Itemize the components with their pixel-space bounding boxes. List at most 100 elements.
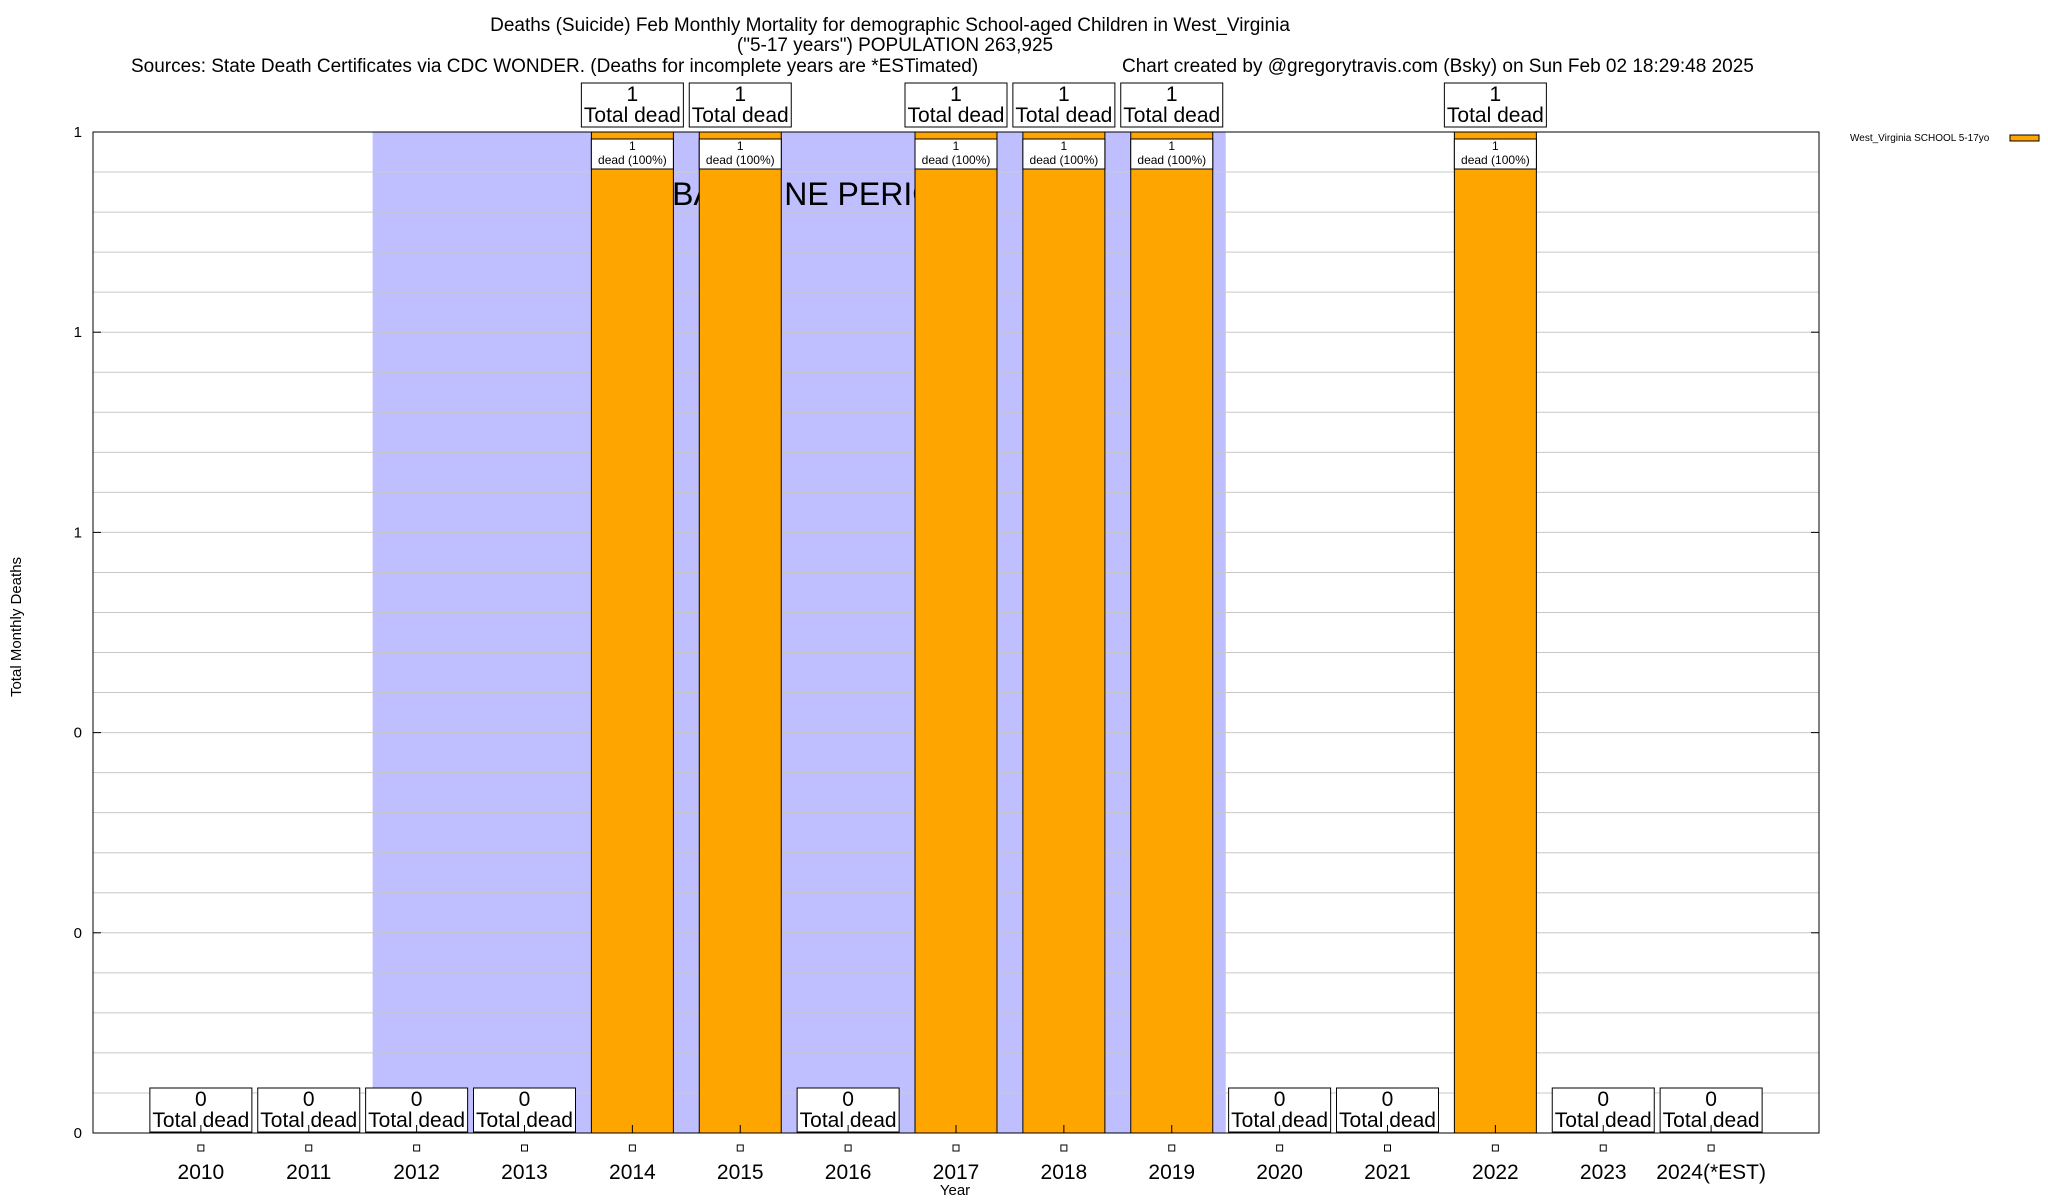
label-box <box>1130 138 1214 170</box>
x-marker <box>197 1144 205 1152</box>
y-tick-label: 0 <box>74 1125 82 1142</box>
x-marker <box>1384 1144 1391 1152</box>
label-text: 1 <box>627 83 639 106</box>
bar <box>1022 131 1106 1134</box>
label-box <box>1228 1087 1332 1133</box>
label-text: 0 <box>1274 1088 1286 1111</box>
label-text: Total dead <box>1015 104 1112 127</box>
label-text: Total dead <box>1123 104 1220 127</box>
bar <box>914 131 998 1134</box>
label-box <box>1551 1087 1655 1133</box>
x-tick-label: 2010 <box>178 1161 225 1184</box>
y-tick-label: 0 <box>74 725 82 742</box>
bar <box>1453 131 1537 1134</box>
label-text: 1 <box>1061 139 1068 153</box>
label-text: 1 <box>1492 139 1499 153</box>
label-text: dead (100%) <box>1030 153 1099 167</box>
x-marker <box>1276 1144 1284 1152</box>
label-text: dead (100%) <box>706 153 775 167</box>
label-box <box>1659 1087 1763 1133</box>
chart-subtitle: ("5-17 years") POPULATION 263,925 <box>737 35 1053 56</box>
label-text: 1 <box>734 83 746 106</box>
label-text: 0 <box>519 1088 531 1111</box>
bar <box>698 131 782 1134</box>
label-text: 0 <box>411 1088 423 1111</box>
label-box <box>914 138 998 170</box>
x-marker <box>844 1144 852 1152</box>
bar <box>1130 131 1214 1134</box>
label-text: 1 <box>1168 139 1175 153</box>
label-box <box>473 1087 576 1133</box>
label-box <box>1012 82 1116 128</box>
label-box <box>1453 138 1537 170</box>
x-tick-label: 2017 <box>933 1161 980 1184</box>
label-box <box>1443 82 1547 128</box>
x-tick-label: 2024(*EST) <box>1656 1161 1766 1184</box>
label-box <box>590 138 674 170</box>
label-text: 1 <box>1490 83 1502 106</box>
label-text: 0 <box>303 1088 315 1111</box>
chart-credit: Chart created by @gregorytravis.com (Bsk… <box>1122 56 1754 77</box>
x-marker <box>1491 1144 1499 1152</box>
label-text: 1 <box>629 139 636 153</box>
label-box <box>580 82 684 128</box>
label-text: Total dead <box>1663 1109 1760 1132</box>
chart-sources: Sources: State Death Certificates via CD… <box>131 56 978 77</box>
label-text: 1 <box>953 139 960 153</box>
label-text: 1 <box>737 139 744 153</box>
x-marker <box>1707 1144 1715 1152</box>
x-axis-label: Year <box>940 1182 970 1199</box>
bars-layer <box>590 131 1537 1134</box>
x-marker <box>1599 1144 1607 1152</box>
label-text: dead (100%) <box>922 153 991 167</box>
label-text: Total dead <box>476 1109 573 1132</box>
chart-header: Deaths (Suicide) Feb Monthly Mortality f… <box>131 15 1754 77</box>
label-box <box>1120 82 1224 128</box>
label-box <box>904 82 1008 128</box>
y-tick-label: 1 <box>74 124 82 141</box>
label-box <box>688 82 792 128</box>
x-tick-label: 2019 <box>1148 1161 1195 1184</box>
legend-label: West_Virginia SCHOOL 5-17yo <box>1850 133 1990 144</box>
x-marker <box>952 1144 960 1152</box>
x-tick-label: 2022 <box>1472 1161 1519 1184</box>
x-tick-label: 2015 <box>717 1161 764 1184</box>
bar <box>590 131 674 1134</box>
y-axis-label: Total Monthly Deaths <box>8 557 25 697</box>
label-box <box>1022 138 1106 170</box>
label-text: 1 <box>950 83 962 106</box>
x-marker <box>305 1144 313 1152</box>
y-tick-label: 1 <box>74 524 82 541</box>
label-text: 0 <box>1382 1088 1394 1111</box>
label-text: Total dead <box>260 1109 357 1132</box>
label-text: Total dead <box>1339 1109 1436 1132</box>
x-marker <box>413 1144 421 1152</box>
x-marker <box>1168 1144 1176 1152</box>
x-marker <box>628 1144 636 1152</box>
label-text: dead (100%) <box>1137 153 1206 167</box>
legend: West_Virginia SCHOOL 5-17yo <box>1850 133 2040 144</box>
label-box <box>796 1087 900 1133</box>
label-text: 0 <box>1597 1088 1609 1111</box>
label-text: 1 <box>1166 83 1178 106</box>
x-marker <box>1060 1144 1068 1152</box>
x-tick-label: 2023 <box>1580 1161 1627 1184</box>
axes-layer: 0 0 0 1 1 1 2010 2011 2012 2013 2014 2015 2016 2017 20… <box>74 124 1820 1184</box>
label-text: Total dead <box>368 1109 465 1132</box>
x-tick-label: 2014 <box>609 1161 656 1184</box>
x-tick-label: 2016 <box>825 1161 872 1184</box>
